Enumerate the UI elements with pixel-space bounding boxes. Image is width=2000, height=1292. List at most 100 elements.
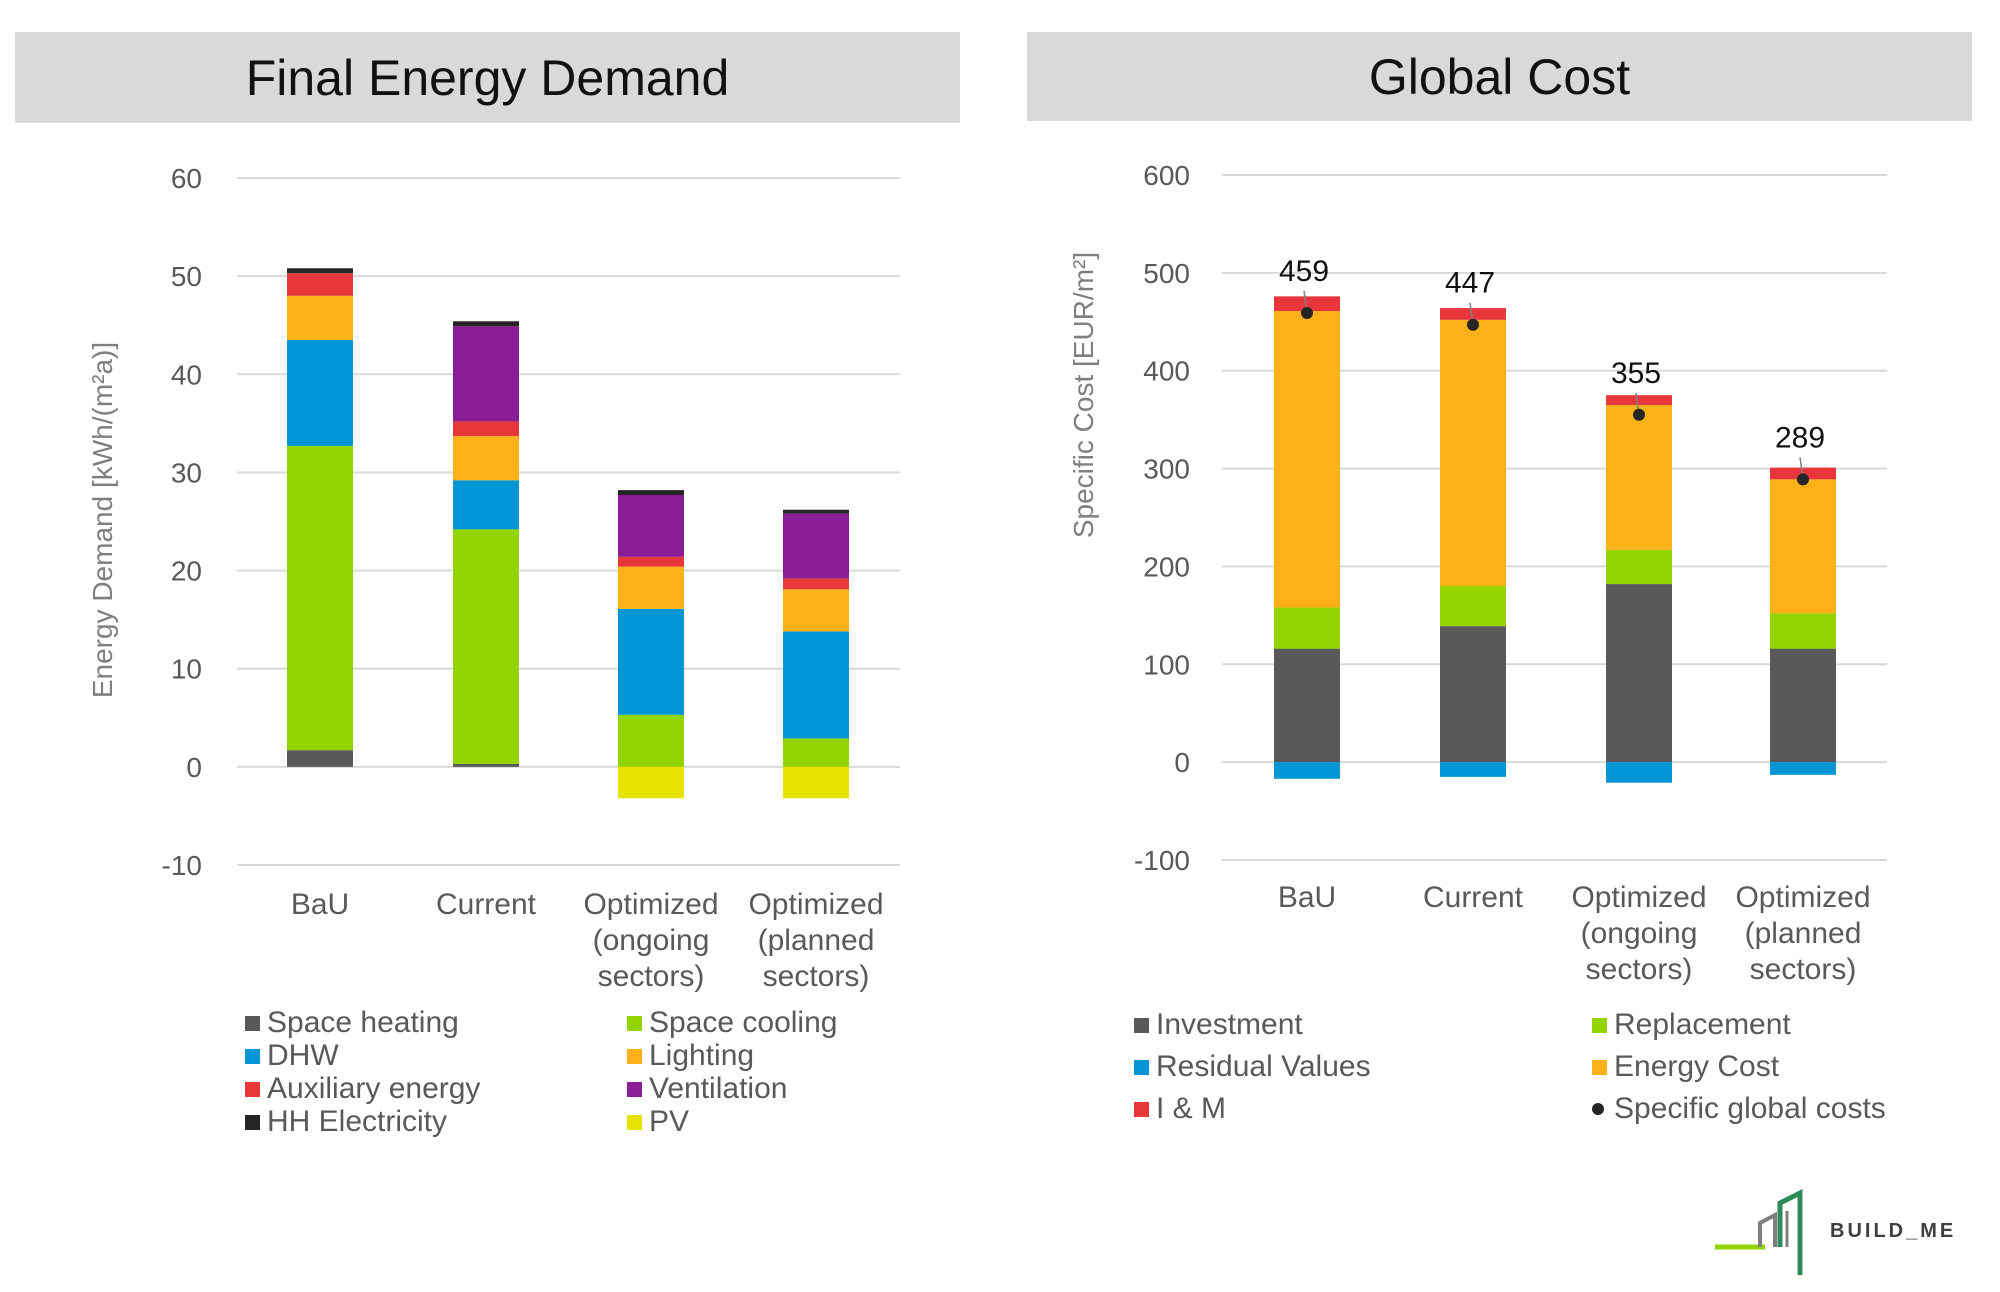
energy-demand-title: Final Energy Demand xyxy=(245,49,730,106)
legend-label: DHW xyxy=(267,1039,339,1072)
x-tick-label: Optimized xyxy=(583,888,718,921)
y-tick-label: 50 xyxy=(171,261,202,292)
y-tick-label: 0 xyxy=(1174,747,1190,778)
energy-demand-chart: 60 50 40 30 20 10 0 -10 Energy Demand [kWh/(m²a)… xyxy=(87,163,900,993)
global-cost-marker xyxy=(1467,318,1479,331)
y-tick-label: 30 xyxy=(171,457,202,488)
legend-item: Specific global costs xyxy=(1592,1092,1886,1126)
bar-segment-auxiliary-energy xyxy=(287,273,353,296)
bar-segment-investment xyxy=(1606,584,1672,763)
y-tick-label: 0 xyxy=(186,752,202,783)
legend-label: I & M xyxy=(1156,1092,1227,1125)
x-tick-label: Current xyxy=(436,888,537,921)
legend-item: HH Electricity xyxy=(245,1105,447,1139)
legend-item: Investment xyxy=(1134,1008,1303,1042)
x-tick-label: Optimized xyxy=(1735,881,1870,914)
legend-item: Replacement xyxy=(1592,1008,1791,1042)
y-tick-label: 200 xyxy=(1143,551,1190,582)
x-tick-label: BaU xyxy=(1278,881,1336,914)
legend-label: Space heating xyxy=(267,1006,459,1039)
legend-label: HH Electricity xyxy=(267,1105,448,1138)
bar-segment-auxiliary-energy xyxy=(618,556,684,567)
legend-label: Lighting xyxy=(649,1039,755,1072)
x-tick-label: sectors) xyxy=(1586,953,1693,986)
bar-segment-hh-electricity xyxy=(618,490,684,496)
legend-item: Energy Cost xyxy=(1592,1050,1779,1084)
bar-segment-i-m xyxy=(1274,296,1340,312)
bar-segment-energy-cost xyxy=(1770,479,1836,614)
legend-swatch xyxy=(1134,1017,1149,1033)
global-cost-header: Global Cost xyxy=(1027,32,1972,121)
legend-swatch xyxy=(1592,1017,1607,1033)
bar-segment-dhw xyxy=(287,339,353,446)
legend-item: Lighting xyxy=(627,1039,754,1073)
x-tick-label: (planned xyxy=(1745,917,1862,950)
legend-swatch xyxy=(627,1081,642,1097)
bar-segment-dhw xyxy=(618,608,684,715)
legend-item: Auxiliary energy xyxy=(245,1072,480,1106)
bar-segment-space-cooling xyxy=(287,445,353,751)
y-tick-label: 10 xyxy=(171,654,202,685)
data-label: 355 xyxy=(1611,357,1661,390)
y-tick-label: 60 xyxy=(171,163,202,194)
bar-segment-energy-cost xyxy=(1606,404,1672,550)
y-tick-label: 600 xyxy=(1143,160,1190,191)
bar-segment-investment xyxy=(1770,648,1836,763)
bar-segment-residual-values xyxy=(1440,762,1506,777)
bar-segment-residual-values xyxy=(1770,762,1836,775)
legend-label: Auxiliary energy xyxy=(267,1072,481,1105)
bar-segment-replacement xyxy=(1770,613,1836,649)
bar-segment-replacement xyxy=(1274,607,1340,649)
y-tick-label: 40 xyxy=(171,359,202,390)
x-tick-label: (ongoing xyxy=(1581,917,1698,950)
bar-segment-hh-electricity xyxy=(783,509,849,514)
legend-item: Space cooling xyxy=(627,1006,837,1040)
bar-segment-replacement xyxy=(1440,586,1506,627)
legend-marker xyxy=(1592,1103,1604,1115)
legend-swatch xyxy=(1134,1059,1149,1075)
bar-segment-space-heating xyxy=(453,763,519,767)
global-cost-marker xyxy=(1797,473,1809,486)
bar-segment-replacement xyxy=(1606,549,1672,585)
bar-segment-space-cooling xyxy=(618,714,684,767)
y-tick-label: -100 xyxy=(1134,845,1190,876)
global-cost-marker xyxy=(1301,306,1313,319)
bar-segment-residual-values xyxy=(1606,762,1672,783)
legend-swatch xyxy=(245,1081,260,1097)
x-tick-label: sectors) xyxy=(1750,953,1857,986)
data-label: 459 xyxy=(1279,255,1329,288)
bar-segment-pv xyxy=(618,766,684,799)
legend-item: I & M xyxy=(1134,1092,1226,1126)
bar-segment-hh-electricity xyxy=(453,321,519,327)
legend-swatch xyxy=(627,1015,642,1031)
legend-item: DHW xyxy=(245,1039,339,1073)
bar-segment-auxiliary-energy xyxy=(453,421,519,437)
bar-segment-space-cooling xyxy=(453,529,519,764)
bar-segment-pv xyxy=(783,766,849,799)
legend-swatch xyxy=(1134,1101,1149,1117)
legend-swatch xyxy=(245,1015,260,1031)
bar-segment-dhw xyxy=(453,480,519,530)
x-tick-label: (planned xyxy=(758,924,875,957)
energy-demand-header: Final Energy Demand xyxy=(15,32,960,123)
x-tick-label: Current xyxy=(1423,881,1524,914)
legend-label: Specific global costs xyxy=(1614,1092,1886,1125)
legend-swatch xyxy=(1592,1059,1607,1075)
bar-segment-i-m xyxy=(1440,308,1506,320)
bar-segment-investment xyxy=(1274,648,1340,763)
legend-label: Residual Values xyxy=(1156,1050,1371,1083)
legend-swatch xyxy=(627,1114,642,1130)
legend-item: Space heating xyxy=(245,1006,459,1040)
legend-label: Ventilation xyxy=(649,1072,788,1105)
bar-segment-ventilation xyxy=(783,513,849,579)
bar-segment-energy-cost xyxy=(1440,319,1506,586)
x-tick-label: sectors) xyxy=(598,960,705,993)
build-me-logo xyxy=(1715,1188,1803,1275)
bar-segment-lighting xyxy=(618,566,684,609)
x-tick-label: sectors) xyxy=(763,960,870,993)
legend-swatch xyxy=(245,1114,260,1130)
legend-item: Residual Values xyxy=(1134,1050,1371,1084)
legend-item: Ventilation xyxy=(627,1072,787,1106)
y-axis-label: Specific Cost [EUR/m²] xyxy=(1068,252,1099,538)
